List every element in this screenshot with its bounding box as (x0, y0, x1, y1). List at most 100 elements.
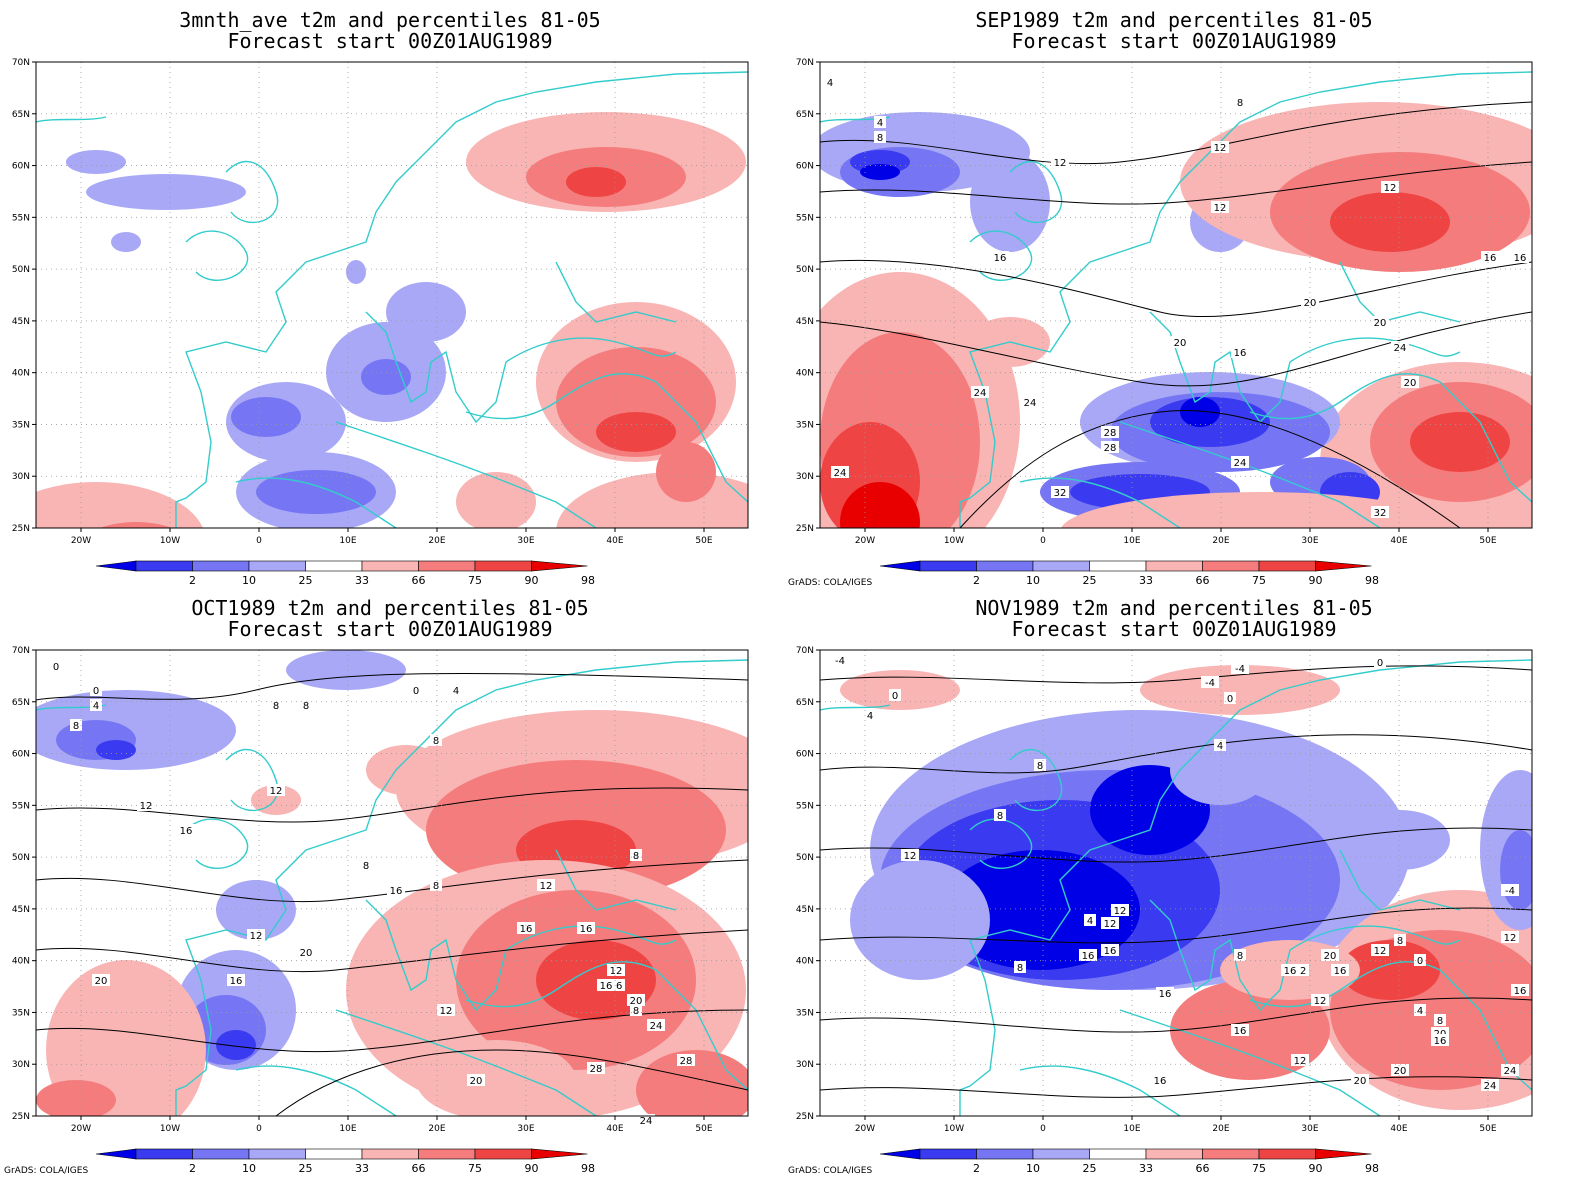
lat-tick-label: 25N (12, 1112, 30, 1122)
colorbar-label: 2 (973, 1162, 980, 1175)
percentile-shading (970, 152, 1050, 252)
contour-label: 28 (1104, 443, 1117, 454)
percentile-shading (86, 174, 246, 210)
contour-label: 12 (1104, 919, 1117, 930)
lon-tick-label: 20W (71, 536, 91, 546)
contour-line (820, 259, 1532, 318)
percentile-shading (251, 785, 301, 815)
contour-label: -4 (1235, 664, 1245, 675)
contour-label-bg (1511, 251, 1529, 263)
contour-label: 4 (1087, 916, 1093, 927)
contour-label: 12 (1384, 183, 1397, 194)
percentile-shading (860, 164, 900, 180)
contour-label: 12 (1054, 158, 1067, 169)
colorbar-arrow-left (95, 1148, 137, 1160)
panel-title: OCT1989 t2m and percentiles 81-05 (191, 596, 589, 620)
contour-layer (820, 101, 1532, 528)
percentile-shading (1330, 192, 1450, 252)
contour-label-bg (537, 879, 555, 891)
contour-line (36, 929, 748, 973)
colorbar-label: 10 (1026, 1162, 1040, 1175)
grid-layer (36, 62, 748, 528)
lat-tick-label: 50N (12, 265, 30, 275)
percentile-shading (100, 522, 172, 528)
contour-label: 8 (1437, 1016, 1443, 1027)
contour-line (820, 1076, 1532, 1098)
lon-tick-label: 10W (944, 1124, 964, 1134)
contour-label: 20 (1404, 378, 1417, 389)
contour-label: 24 (1234, 458, 1247, 469)
panel-subtitle: Forecast start 00Z01AUG1989 (227, 29, 553, 53)
contour-label: 8 (633, 851, 639, 862)
contour-label: 24 (1504, 1066, 1517, 1077)
lat-tick-label: 45N (796, 905, 814, 915)
contour-label: 4 (93, 701, 99, 712)
contour-label-bg (1211, 141, 1229, 153)
contour-label: 16 (580, 924, 593, 935)
grid-layer (820, 62, 1532, 528)
contour-label: 32 (1374, 508, 1387, 519)
colorbar-label: 75 (1252, 574, 1266, 587)
colorbar-label: 66 (1196, 574, 1210, 587)
contour-label: 24 (834, 468, 847, 479)
lon-tick-label: 10E (1123, 1124, 1140, 1134)
contour-label: 0 (1417, 956, 1423, 967)
contour-label-bg (1234, 96, 1246, 108)
colorbar-label: 75 (1252, 1162, 1266, 1175)
contour-label-bg (1101, 441, 1119, 453)
grads-credit: GrADS: COLA/IGES (788, 578, 873, 588)
contour-label: 28 (680, 1056, 693, 1067)
lat-tick-label: 45N (796, 317, 814, 327)
contour-label: 16 (1234, 348, 1247, 359)
grads-credit: GrADS: COLA/IGES (4, 1166, 89, 1176)
contour-label: 20 (1324, 951, 1337, 962)
contour-label: -4 (835, 656, 845, 667)
contour-label: 12 (1504, 933, 1517, 944)
colorbar-label: 10 (1026, 574, 1040, 587)
contour-label-bg (901, 849, 919, 861)
colorbar-arrow-right (1315, 560, 1372, 572)
percentile-shading (111, 232, 141, 252)
map-panel-3mnth: 70N 65N 60N 55N 50N 45N 40N 35N 30N 25N 20W 10W 0 10E… (0, 0, 780, 596)
contour-label: 12 (1214, 203, 1227, 214)
lat-tick-label: 45N (12, 905, 30, 915)
contour-label-bg (971, 386, 989, 398)
contour-label: 16 (390, 886, 403, 897)
contour-label-bg (90, 699, 102, 711)
panel-title: 3mnth_ave t2m and percentiles 81-05 (179, 8, 601, 32)
contour-label: 16 (180, 826, 193, 837)
contour-label: 16 (1434, 1036, 1447, 1047)
colorbar-label: 90 (1309, 1162, 1323, 1175)
contour-label: 12 (1294, 966, 1307, 977)
contour-label-bg (1414, 954, 1426, 966)
contour-label-bg (1351, 1074, 1369, 1086)
map-svg: 4488121212161620201620202424242824283224… (796, 58, 1533, 587)
contour-label: 16 (1234, 1026, 1247, 1037)
contour-label-bg (1224, 692, 1236, 704)
lat-tick-label: 25N (796, 1112, 814, 1122)
colorbar-segment (1032, 560, 1090, 572)
contour-label: 16 (610, 981, 623, 992)
contour-label-bg (467, 1074, 485, 1086)
colorbar-segment (976, 560, 1034, 572)
contour-label-bg (1414, 1004, 1426, 1016)
colorbar-label: 2 (189, 574, 196, 587)
lat-tick-label: 30N (12, 472, 30, 482)
coastline-layer (36, 659, 748, 1116)
lon-tick-label: 30E (517, 536, 534, 546)
lat-tick-label: 40N (12, 369, 30, 379)
contour-label: 28 (1104, 428, 1117, 439)
contour-label: 20 (1354, 1076, 1367, 1087)
contour-label: 20 (300, 948, 313, 959)
percentile-shading (596, 412, 676, 452)
percentile-shading (96, 740, 136, 760)
contour-label: 16 (1514, 253, 1527, 264)
contour-label: 12 (1114, 906, 1127, 917)
lat-tick-label: 60N (12, 750, 30, 760)
contour-label: 16 (230, 976, 243, 987)
contour-line (820, 997, 1532, 1033)
colorbar-label: 33 (1139, 1162, 1153, 1175)
contour-label-bg (1331, 964, 1349, 976)
lon-tick-label: 40E (606, 536, 623, 546)
